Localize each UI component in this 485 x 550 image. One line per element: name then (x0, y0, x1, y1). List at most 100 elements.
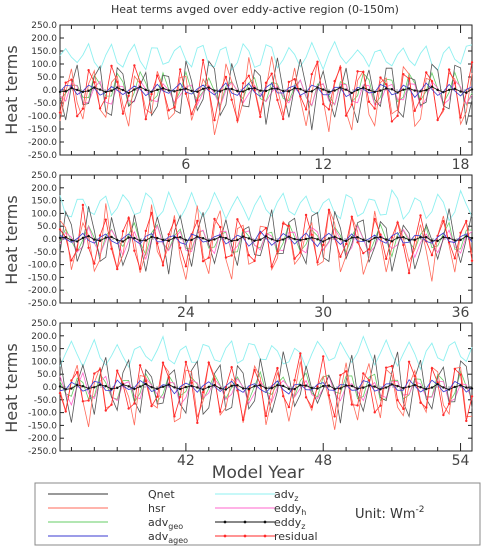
y-tick-label: -150.0 (28, 421, 57, 431)
series-point-residual (127, 94, 130, 97)
y-tick-label: 200.0 (31, 184, 57, 194)
series-point-eddy_z (425, 387, 428, 391)
series-point-eddy_z (264, 235, 268, 238)
series-point-residual (327, 394, 331, 397)
series-point-eddy_z (253, 384, 256, 388)
series-point-residual (264, 414, 268, 418)
series-point-residual (87, 246, 90, 249)
series-point-eddy_z (201, 237, 205, 240)
series-point-residual (144, 379, 148, 383)
series-point-eddy_z (144, 88, 148, 92)
series-point-residual (98, 234, 102, 237)
series-point-residual (293, 257, 296, 260)
unit-label: Unit: Wm-2 (355, 505, 424, 522)
series-point-eddy_z (299, 239, 302, 242)
series-point-eddy_z (184, 385, 188, 389)
series-point-eddy_z (270, 386, 273, 390)
y-tick-label: -100.0 (28, 261, 57, 271)
series-point-residual (161, 264, 165, 267)
series-point-residual (281, 222, 285, 225)
series-point-residual (304, 108, 308, 111)
series-point-residual (64, 410, 67, 413)
series-point-residual (459, 116, 462, 119)
series-point-residual (453, 257, 457, 260)
legend-label-residual: residual (274, 530, 318, 543)
series-point-eddy_z (241, 90, 245, 93)
series-point-residual (144, 229, 148, 233)
unit-exponent: -2 (416, 505, 425, 515)
series-point-residual (362, 70, 365, 74)
series-point-residual (459, 373, 462, 376)
series-point-residual (339, 373, 342, 377)
series-point-eddy_z (64, 90, 67, 93)
series-point-eddy_z (344, 384, 348, 387)
series-point-eddy_z (259, 89, 262, 92)
x-tick-label: 54 (452, 453, 470, 469)
series-point-eddy_z (196, 235, 199, 238)
series-point-eddy_z (121, 240, 125, 243)
series-point-residual (144, 117, 148, 121)
series-point-residual (184, 92, 188, 95)
series-point-residual (241, 229, 245, 232)
series-point-eddy_z (156, 236, 159, 240)
series-point-eddy_z (350, 384, 354, 388)
series-point-eddy_z (367, 240, 371, 243)
series-point-residual (121, 112, 125, 115)
series-point-residual (425, 406, 428, 409)
legend-marker-eddy_z (243, 520, 247, 524)
series-point-residual (230, 366, 233, 369)
series-point-eddy_z (241, 387, 245, 390)
series-point-eddy_z (270, 87, 273, 90)
series-point-residual (98, 368, 102, 371)
series-point-eddy_z (201, 388, 205, 391)
series-point-eddy_z (219, 235, 222, 238)
y-tick-label: 50.0 (37, 73, 57, 83)
series-point-residual (379, 233, 382, 236)
series-point-eddy_z (75, 88, 79, 92)
legend-label-hsr: hsr (148, 502, 166, 515)
series-point-residual (430, 253, 434, 257)
series-point-residual (156, 74, 159, 77)
series-point-residual (436, 118, 439, 122)
series-line-eddy_h (59, 224, 473, 261)
series-point-residual (402, 407, 405, 411)
series-point-eddy_z (70, 387, 73, 390)
series-point-residual (75, 248, 79, 251)
series-line-qnet (59, 351, 473, 424)
series-point-residual (104, 96, 107, 100)
series-point-eddy_z (207, 385, 210, 389)
series-point-eddy_z (213, 383, 216, 387)
series-point-eddy_z (75, 240, 79, 243)
y-tick-label: 150.0 (31, 197, 57, 207)
series-point-residual (413, 374, 416, 378)
series-point-residual (333, 415, 336, 418)
series-point-eddy_z (407, 385, 411, 388)
series-point-residual (367, 379, 371, 382)
series-point-eddy_z (253, 239, 256, 242)
series-point-residual (104, 409, 107, 412)
series-point-residual (161, 361, 165, 364)
series-point-eddy_z (70, 239, 73, 242)
series-point-eddy_z (104, 90, 107, 94)
series-point-eddy_z (121, 383, 125, 386)
series-point-eddy_z (121, 88, 125, 92)
series-point-residual (116, 369, 119, 372)
series-point-residual (81, 107, 85, 110)
series-point-residual (264, 226, 268, 230)
x-tick-label: 12 (314, 157, 332, 173)
series-point-residual (402, 243, 405, 247)
series-point-residual (356, 404, 359, 407)
series-point-residual (81, 203, 85, 207)
series-point-eddy_z (327, 90, 331, 94)
series-point-eddy_z (150, 90, 153, 94)
y-tick-label: -50.0 (34, 248, 58, 258)
series-point-residual (430, 367, 434, 370)
series-point-residual (396, 114, 399, 118)
y-tick-label: -250.0 (28, 299, 57, 309)
series-point-residual (407, 271, 411, 275)
series-point-residual (470, 259, 474, 262)
y-axis-label-3: Heat terms (2, 343, 21, 432)
x-tick-label: 30 (314, 305, 332, 321)
series-point-eddy_z (87, 387, 90, 390)
series-point-eddy_z (465, 386, 468, 389)
